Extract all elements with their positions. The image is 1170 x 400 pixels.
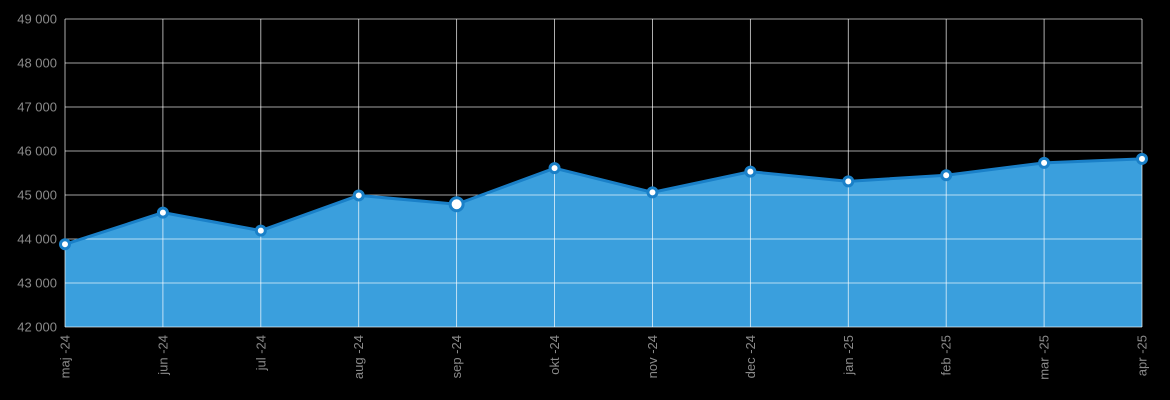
y-tick-label: 45 000 (17, 188, 57, 203)
y-tick-label: 42 000 (17, 320, 57, 335)
x-axis-labels: maj -24 jun -24 jul -24 aug -24 sep -24 okt -… (58, 335, 1150, 380)
y-tick-label: 44 000 (17, 232, 57, 247)
data-point[interactable] (254, 224, 267, 237)
x-tick-label: nov -24 (645, 335, 660, 378)
data-point[interactable] (940, 169, 953, 182)
y-tick-label: 47 000 (17, 100, 57, 115)
x-tick-label: jul -24 (253, 335, 268, 371)
data-point[interactable] (744, 165, 757, 178)
data-point[interactable] (646, 186, 659, 199)
area-layer (65, 158, 1142, 327)
data-point[interactable] (352, 189, 365, 202)
y-tick-label: 46 000 (17, 144, 57, 159)
data-point[interactable] (1136, 152, 1148, 165)
x-tick-label: jun -24 (155, 335, 170, 376)
y-axis-labels: 42 000 43 000 44 000 45 000 46 000 47 000 48 0… (17, 12, 57, 335)
data-points (59, 152, 1148, 251)
data-point[interactable] (448, 196, 465, 213)
x-tick-label: mar -25 (1037, 335, 1052, 380)
x-tick-label: jan -25 (841, 335, 856, 376)
series-area (65, 158, 1142, 327)
x-tick-label: dec -24 (743, 335, 758, 378)
series-line (64, 157, 1143, 246)
x-tick-label: maj -24 (58, 335, 73, 378)
y-tick-label: 48 000 (17, 56, 57, 71)
x-tick-label: sep -24 (449, 335, 464, 378)
data-point[interactable] (842, 175, 855, 188)
data-point[interactable] (548, 162, 561, 175)
y-tick-label: 49 000 (17, 12, 57, 27)
data-point[interactable] (156, 206, 169, 219)
data-point[interactable] (1038, 156, 1051, 169)
x-tick-label: aug -24 (351, 335, 366, 379)
x-tick-label: apr -25 (1135, 335, 1150, 376)
x-tick-label: okt -24 (547, 335, 562, 375)
data-point[interactable] (59, 238, 71, 251)
x-tick-label: feb -25 (939, 335, 954, 375)
y-tick-label: 43 000 (17, 276, 57, 291)
